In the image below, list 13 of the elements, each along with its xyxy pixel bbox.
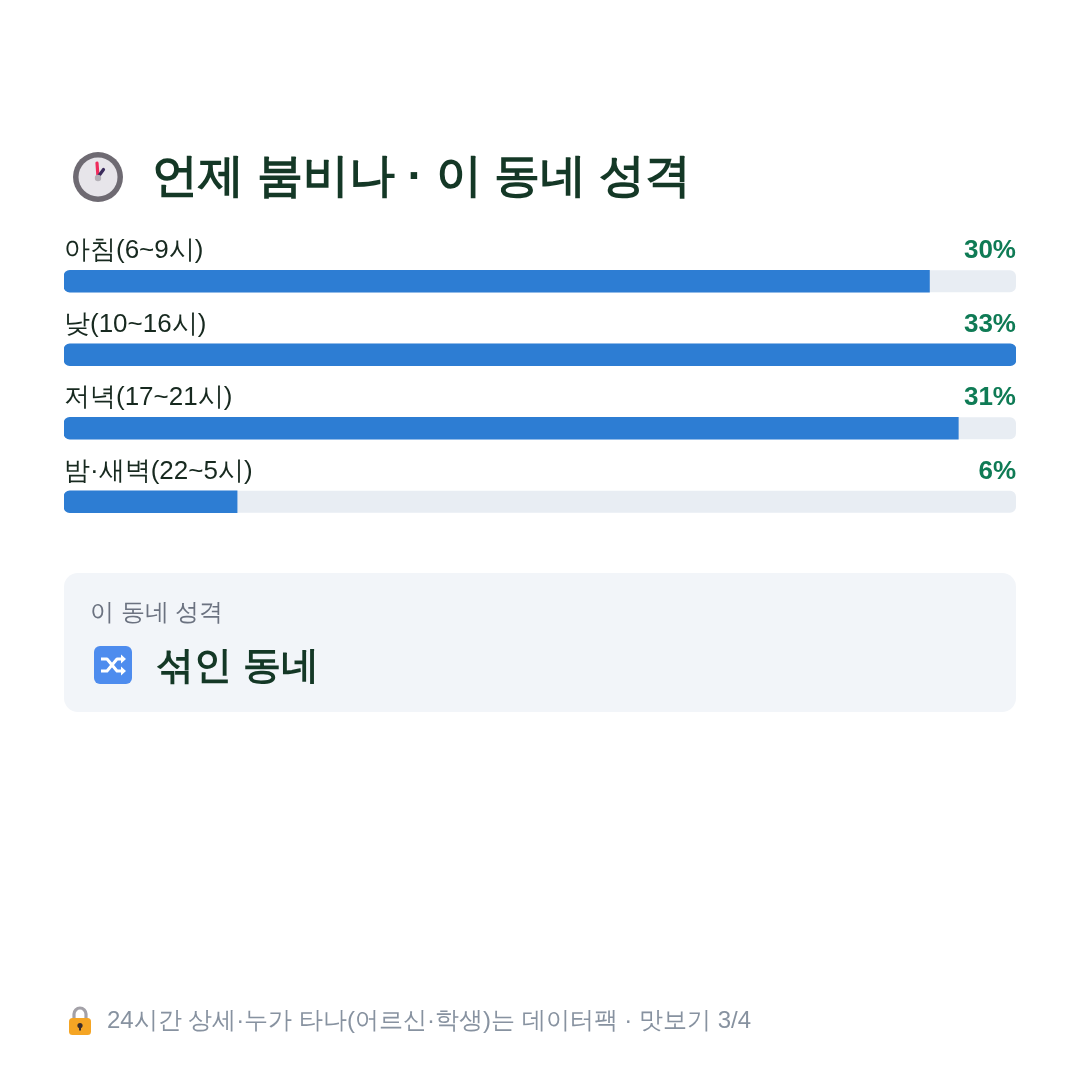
bar bbox=[64, 490, 238, 514]
text: 섞인 동네 bbox=[156, 642, 319, 688]
data-label: 31% bbox=[963, 381, 1016, 412]
y-tick-label: 저녁(17~21시) bbox=[64, 381, 233, 412]
text: 24시간 상세·누가 타나(어르신·학생)는 데이터팩 · 맛보기 3/4 bbox=[107, 1005, 752, 1035]
y-tick-label: 밤·새벽(22~5시) bbox=[64, 454, 253, 485]
text: 이 동네 성격 bbox=[90, 597, 224, 627]
y-tick-label: 낮(10~16시) bbox=[64, 307, 207, 338]
data-label: 33% bbox=[963, 307, 1016, 338]
chart-title: 언제 붐비나 · 이 동네 성격 bbox=[152, 148, 692, 203]
y-tick-label: 아침(6~9시) bbox=[64, 234, 204, 265]
data-label: 6% bbox=[978, 454, 1016, 485]
data-label: 30% bbox=[963, 234, 1016, 265]
